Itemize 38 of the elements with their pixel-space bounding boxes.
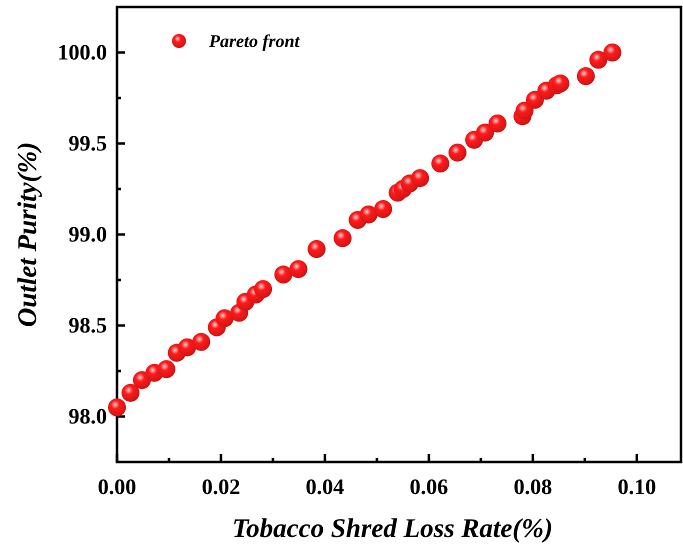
- point: [334, 229, 352, 248]
- x-tick-label: 0.06: [410, 474, 448, 499]
- point: [157, 360, 176, 378]
- point: [308, 240, 326, 258]
- point: [108, 398, 126, 416]
- point: [289, 260, 308, 278]
- y-tick-label: 99.0: [68, 222, 107, 246]
- x-tick-label: 0.02: [202, 474, 240, 499]
- y-tick-label: 100.0: [58, 40, 107, 64]
- point: [476, 124, 494, 142]
- point: [254, 280, 272, 298]
- y-tick-label: 98.0: [68, 404, 107, 428]
- x-tick-label: 0.00: [98, 474, 136, 499]
- x-tick-label: 0.04: [306, 474, 344, 499]
- point: [216, 309, 234, 328]
- point: [122, 384, 140, 402]
- point: [576, 67, 595, 86]
- x-axis-title: Tobacco Shred Loss Rate(%): [232, 513, 553, 543]
- point: [431, 154, 450, 173]
- point: [360, 205, 378, 224]
- point: [526, 90, 544, 109]
- point: [551, 74, 570, 92]
- point: [448, 144, 466, 162]
- point: [411, 169, 430, 188]
- y-tick-label: 99.5: [68, 130, 107, 156]
- point: [603, 44, 622, 62]
- point: [192, 332, 210, 351]
- point: [488, 114, 507, 132]
- x-tick-label: 0.10: [618, 474, 656, 499]
- point: [178, 338, 196, 356]
- y-axis-title: Outlet Purity(%): [12, 142, 42, 328]
- point: [516, 102, 534, 120]
- point: [374, 200, 392, 218]
- legend-label: Pareto front: [208, 31, 300, 51]
- point: [589, 50, 608, 69]
- point: [274, 266, 292, 284]
- x-tick-label: 0.08: [514, 474, 552, 499]
- y-tick-label: 98.5: [68, 312, 107, 338]
